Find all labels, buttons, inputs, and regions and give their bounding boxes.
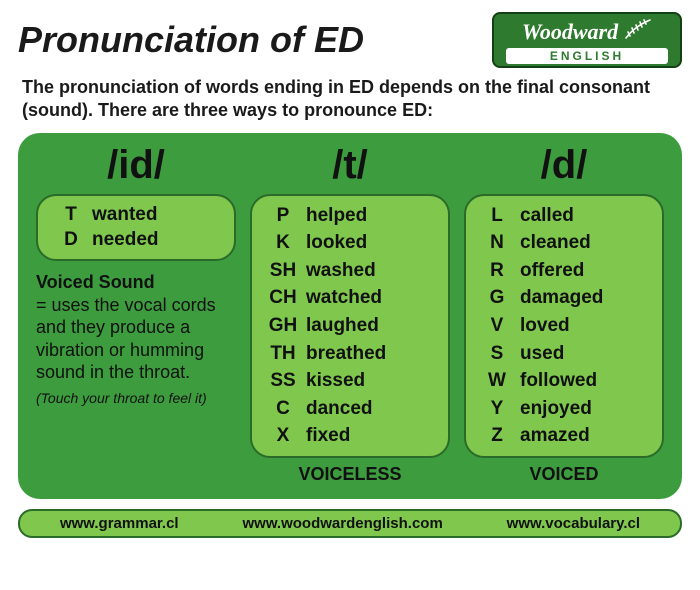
column-d: /d/ LcalledNcleanedRofferedGdamagedVlove…	[464, 143, 664, 485]
table-row: Yenjoyed	[474, 395, 650, 423]
word: amazed	[520, 422, 650, 450]
column-d-header: /d/	[464, 143, 664, 188]
table-row: SHwashed	[260, 257, 436, 285]
intro-text: The pronunciation of words ending in ED …	[18, 76, 682, 123]
column-t-footer: VOICELESS	[250, 464, 450, 485]
voiced-body: = uses the vocal cords and they produce …	[36, 295, 216, 383]
word: damaged	[520, 284, 650, 312]
table-row: Klooked	[260, 229, 436, 257]
letter: R	[474, 257, 520, 285]
table-row: SSkissed	[260, 367, 436, 395]
word: cleaned	[520, 229, 650, 257]
word: used	[520, 340, 650, 368]
logo-brand-row: Woodward	[506, 18, 668, 46]
word: loved	[520, 312, 650, 340]
word: fixed	[306, 422, 436, 450]
link-vocabulary[interactable]: www.vocabulary.cl	[507, 515, 640, 532]
letter: GH	[260, 312, 306, 340]
letter: D	[50, 227, 92, 253]
column-t-header: /t/	[250, 143, 450, 188]
table-row: Lcalled	[474, 202, 650, 230]
link-woodward[interactable]: www.woodwardenglish.com	[242, 515, 442, 532]
table-row: Gdamaged	[474, 284, 650, 312]
word: breathed	[306, 340, 436, 368]
main-panel: /id/ T wanted D needed Voiced Sound = us…	[18, 133, 682, 499]
d-examples: LcalledNcleanedRofferedGdamagedVlovedSus…	[464, 194, 664, 458]
logo: Woodward ENGLISH	[492, 12, 682, 68]
word: offered	[520, 257, 650, 285]
table-row: Wfollowed	[474, 367, 650, 395]
letter: C	[260, 395, 306, 423]
letter: T	[50, 202, 92, 228]
link-grammar[interactable]: www.grammar.cl	[60, 515, 179, 532]
letter: X	[260, 422, 306, 450]
letter: W	[474, 367, 520, 395]
word: needed	[92, 227, 222, 253]
logo-sub: ENGLISH	[506, 48, 668, 64]
word: watched	[306, 284, 436, 312]
table-row: Sused	[474, 340, 650, 368]
letter: Y	[474, 395, 520, 423]
letter: Z	[474, 422, 520, 450]
table-row: Roffered	[474, 257, 650, 285]
word: helped	[306, 202, 436, 230]
table-row: T wanted	[50, 202, 222, 228]
letter: V	[474, 312, 520, 340]
voiced-note: (Touch your throat to feel it)	[36, 390, 236, 408]
table-row: CHwatched	[260, 284, 436, 312]
logo-brand: Woodward	[522, 19, 618, 45]
voiced-heading: Voiced Sound	[36, 272, 155, 292]
letter: K	[260, 229, 306, 257]
word: kissed	[306, 367, 436, 395]
t-examples: PhelpedKlookedSHwashedCHwatchedGHlaughed…	[250, 194, 450, 458]
letter: N	[474, 229, 520, 257]
links-bar: www.grammar.cl www.woodwardenglish.com w…	[18, 509, 682, 538]
word: enjoyed	[520, 395, 650, 423]
letter: TH	[260, 340, 306, 368]
column-t: /t/ PhelpedKlookedSHwashedCHwatchedGHlau…	[250, 143, 450, 485]
table-row: D needed	[50, 227, 222, 253]
letter: SH	[260, 257, 306, 285]
table-row: Cdanced	[260, 395, 436, 423]
column-d-footer: VOICED	[464, 464, 664, 485]
letter: G	[474, 284, 520, 312]
word: washed	[306, 257, 436, 285]
voiced-sound-definition: Voiced Sound = uses the vocal cords and …	[36, 271, 236, 407]
id-examples: T wanted D needed	[36, 194, 236, 261]
table-row: Xfixed	[260, 422, 436, 450]
word: danced	[306, 395, 436, 423]
word: laughed	[306, 312, 436, 340]
column-id: /id/ T wanted D needed Voiced Sound = us…	[36, 143, 236, 485]
column-id-header: /id/	[36, 143, 236, 188]
table-row: Ncleaned	[474, 229, 650, 257]
word: looked	[306, 229, 436, 257]
table-row: THbreathed	[260, 340, 436, 368]
word: called	[520, 202, 650, 230]
table-row: Phelped	[260, 202, 436, 230]
table-row: GHlaughed	[260, 312, 436, 340]
letter: S	[474, 340, 520, 368]
letter: P	[260, 202, 306, 230]
word: wanted	[92, 202, 222, 228]
table-row: Zamazed	[474, 422, 650, 450]
letter: CH	[260, 284, 306, 312]
word: followed	[520, 367, 650, 395]
letter: SS	[260, 367, 306, 395]
page-title: Pronunciation of ED	[18, 19, 364, 61]
letter: L	[474, 202, 520, 230]
fern-icon	[624, 18, 652, 46]
header: Pronunciation of ED Woodward ENGLISH	[18, 12, 682, 68]
table-row: Vloved	[474, 312, 650, 340]
